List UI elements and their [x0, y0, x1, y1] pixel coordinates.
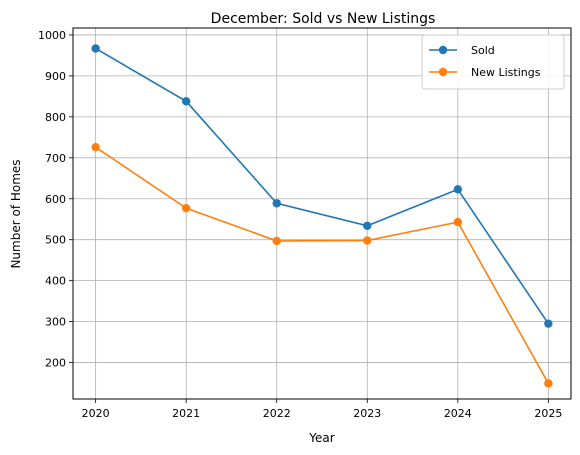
y-tick-label: 300	[45, 316, 66, 329]
y-tick-label: 200	[45, 357, 66, 370]
x-tick-label: 2022	[263, 407, 291, 420]
data-point-new-listings	[272, 236, 281, 246]
data-point-new-listings	[544, 379, 553, 388]
axis-ticks: 2020 2021 2022 2023 2024 2025 200 300 400 500 600 7…	[38, 29, 562, 420]
data-point-new-listings	[363, 236, 372, 245]
grid-lines	[73, 28, 571, 399]
legend-marker-sold	[438, 45, 448, 55]
data-point-sold	[181, 97, 191, 106]
y-tick-label: 900	[45, 70, 66, 83]
chart-title: December: Sold vs New Listings	[211, 11, 436, 27]
legend-label-sold: Sold	[471, 44, 495, 57]
data-point-new-listings	[453, 217, 463, 227]
legend-marker-new-listings	[438, 67, 448, 77]
x-tick-label: 2024	[444, 407, 472, 420]
data-point-sold	[363, 221, 372, 230]
legend: Sold New Listings	[421, 34, 565, 90]
legend-label-new-listings: New Listings	[471, 66, 541, 79]
x-tick-label: 2021	[172, 407, 200, 420]
data-point-sold	[453, 185, 463, 194]
series-layer	[91, 44, 553, 388]
x-tick-label: 2020	[82, 407, 110, 420]
data-point-sold	[272, 199, 281, 208]
plot-frame	[72, 27, 572, 400]
legend-box	[421, 34, 565, 90]
y-axis-label: Number of Homes	[9, 159, 23, 268]
x-tick-label: 2025	[534, 407, 562, 420]
data-point-new-listings	[91, 142, 100, 152]
x-tick-label: 2023	[353, 407, 381, 420]
series-line-new-listings	[95, 146, 550, 384]
series-line-sold	[95, 47, 550, 325]
x-axis-label: Year	[308, 431, 334, 445]
data-point-sold	[91, 44, 100, 53]
data-point-sold	[544, 319, 553, 328]
data-point-new-listings	[181, 203, 191, 213]
y-tick-label: 500	[45, 234, 66, 247]
y-tick-label: 800	[45, 111, 66, 124]
y-tick-label: 1000	[38, 29, 66, 42]
y-tick-label: 700	[45, 152, 66, 165]
y-tick-label: 400	[45, 275, 66, 288]
y-tick-label: 600	[45, 193, 66, 206]
